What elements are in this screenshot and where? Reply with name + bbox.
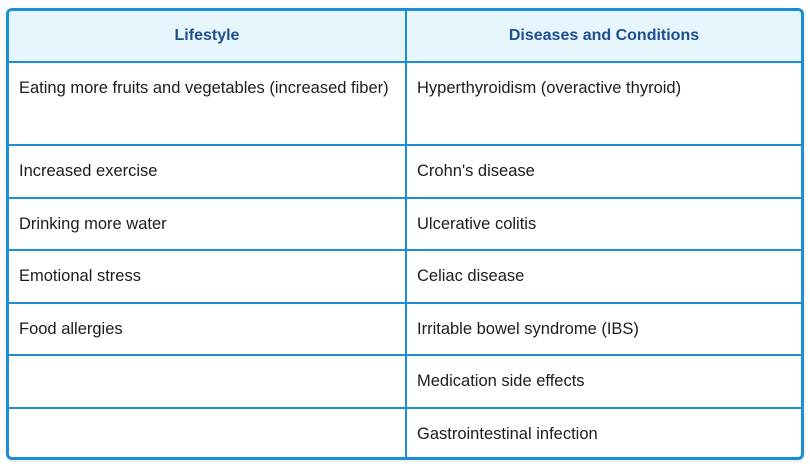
disease-cell: Irritable bowel syndrome (IBS) [406, 302, 801, 356]
table-row: Medication side effects [9, 355, 801, 409]
disease-cell: Gastrointestinal infection [417, 424, 598, 443]
table-row: Gastrointestinal infection [9, 407, 801, 457]
disease-cell: Ulcerative colitis [406, 197, 801, 251]
table-row: Emotional stress Celiac disease [9, 250, 801, 304]
disease-cell: Medication side effects [406, 355, 801, 409]
causes-table: Lifestyle Diseases and Conditions Eating… [9, 11, 801, 457]
table-row: Eating more fruits and vegetables (incre… [9, 62, 801, 146]
table-header-row: Lifestyle Diseases and Conditions [9, 11, 801, 63]
lifestyle-cell: Eating more fruits and vegetables (incre… [9, 62, 407, 146]
lifestyle-cell: Drinking more water [9, 197, 407, 251]
disease-cell: Crohn's disease [406, 145, 801, 199]
lifestyle-cell-empty [9, 355, 407, 409]
table-row: Drinking more water Ulcerative colitis [9, 197, 801, 251]
disease-cell: Hyperthyroidism (overactive thyroid) [406, 62, 801, 146]
lifestyle-cell: Increased exercise [9, 145, 407, 199]
header-diseases-and-conditions: Diseases and Conditions [406, 11, 801, 63]
lifestyle-cell: Emotional stress [9, 250, 407, 304]
table-row: Food allergies Irritable bowel syndrome … [9, 302, 801, 356]
disease-cell: Celiac disease [406, 250, 801, 304]
causes-table-container: Lifestyle Diseases and Conditions Eating… [6, 8, 804, 460]
table-row: Increased exercise Crohn's disease [9, 145, 801, 199]
lifestyle-cell: Food allergies [9, 302, 407, 356]
header-lifestyle: Lifestyle [9, 11, 407, 63]
lifestyle-cell-empty [9, 407, 407, 457]
